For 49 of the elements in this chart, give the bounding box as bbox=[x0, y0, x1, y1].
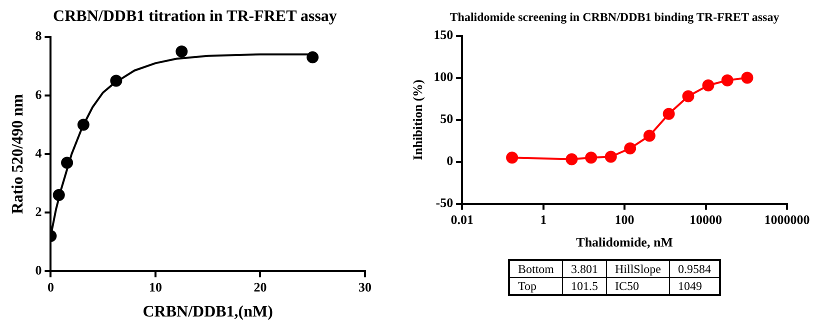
y-tick-label: 6 bbox=[35, 86, 42, 102]
point bbox=[176, 45, 188, 58]
x-tick-label: 30 bbox=[358, 279, 372, 294]
point bbox=[662, 108, 675, 120]
chart-title: CRBN/DDB1 titration in TR-FRET assay bbox=[52, 8, 338, 26]
text: Bottom bbox=[508, 260, 562, 278]
y-axis-title: Inhibition (%) bbox=[410, 80, 426, 160]
point bbox=[624, 142, 636, 154]
y-tick-label: 150 bbox=[434, 27, 454, 42]
text: 3.801 bbox=[562, 260, 606, 278]
point bbox=[702, 79, 714, 92]
point bbox=[585, 152, 598, 164]
y-tick-label: 4 bbox=[35, 145, 42, 160]
text: 0.9584 bbox=[670, 260, 720, 278]
x-tick-label: 100 bbox=[614, 212, 634, 227]
point bbox=[77, 118, 90, 131]
point bbox=[110, 74, 122, 87]
point bbox=[604, 150, 617, 163]
text: 101.5 bbox=[562, 278, 606, 295]
text: 1049 bbox=[670, 278, 720, 295]
point bbox=[61, 156, 74, 169]
x-tick-label: 1000000 bbox=[764, 212, 810, 227]
point bbox=[721, 74, 734, 86]
point bbox=[52, 189, 65, 202]
point bbox=[682, 90, 694, 102]
x-tick-label: 1 bbox=[540, 212, 547, 227]
x-tick-label: 0 bbox=[47, 279, 54, 294]
x-tick-label: 0.01 bbox=[450, 212, 474, 227]
chart-title: Thalidomide screening in CRBN/DDB1 binding TR-FRET assay bbox=[448, 10, 780, 25]
x-axis-title: Thalidomide, nM bbox=[576, 234, 673, 250]
y-tick-label: 0 bbox=[446, 153, 454, 168]
point bbox=[306, 51, 319, 64]
x-tick-label: 10 bbox=[148, 279, 162, 294]
y-tick-label: 0 bbox=[35, 262, 42, 278]
text: HillSlope bbox=[606, 260, 670, 278]
text: Top bbox=[508, 278, 562, 295]
y-tick-label: 100 bbox=[434, 69, 454, 84]
point bbox=[566, 153, 578, 166]
y-tick-label: 8 bbox=[35, 28, 42, 44]
y-tick-label: 2 bbox=[35, 204, 42, 219]
y-tick-label: 50 bbox=[440, 111, 454, 126]
x-tick-label: 20 bbox=[254, 279, 267, 294]
y-tick-label: -50 bbox=[436, 195, 454, 210]
point bbox=[643, 130, 656, 142]
x-tick-label: 10000 bbox=[690, 212, 722, 227]
y-axis-title: Ratio 520/490 nm bbox=[10, 93, 27, 214]
point bbox=[741, 72, 754, 84]
x-axis-title: CRBN/DDB1,(nM) bbox=[142, 304, 273, 321]
text: IC50 bbox=[606, 278, 670, 295]
